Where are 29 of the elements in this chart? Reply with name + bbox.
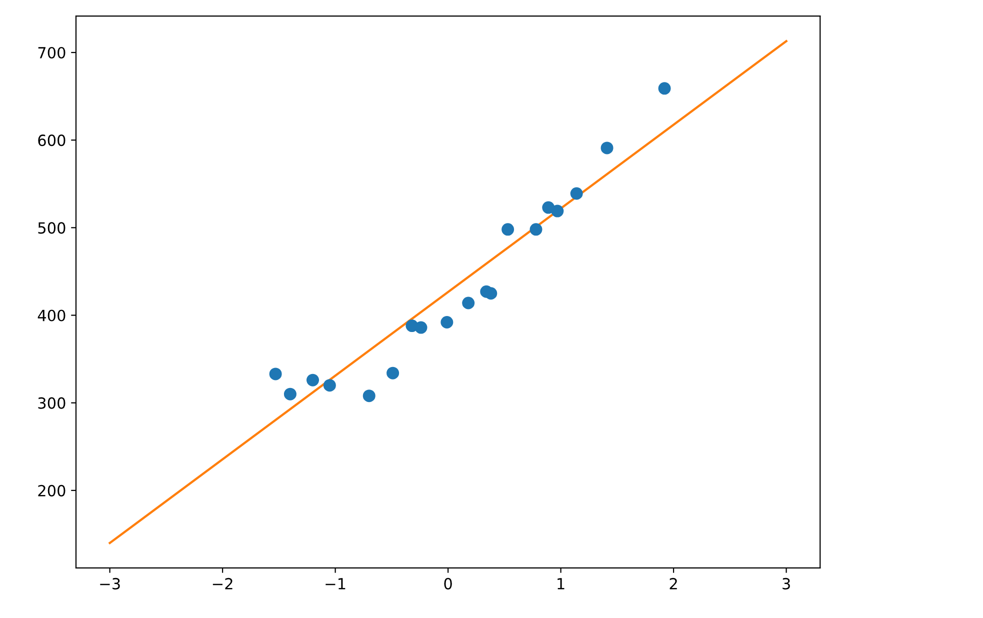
y-tick-label: 200 bbox=[38, 484, 66, 496]
y-tick-label: 700 bbox=[38, 46, 66, 59]
y-tick-label: 300 bbox=[38, 397, 66, 409]
point bbox=[269, 368, 282, 380]
x-tick-label: −2 bbox=[212, 578, 232, 590]
point bbox=[284, 388, 296, 400]
x-tick-label: −1 bbox=[326, 578, 346, 590]
point bbox=[530, 223, 542, 236]
point bbox=[551, 204, 564, 218]
y-tick-label: 600 bbox=[38, 134, 66, 146]
x-tick-label: 2 bbox=[670, 578, 677, 590]
y-tick-label: 400 bbox=[38, 310, 66, 322]
point bbox=[484, 287, 498, 300]
point bbox=[440, 316, 454, 329]
x-tick-label: 3 bbox=[782, 578, 790, 590]
point bbox=[362, 390, 376, 402]
x-tick-label: −3 bbox=[100, 578, 120, 590]
point bbox=[600, 142, 614, 154]
y-tick-label: 500 bbox=[38, 222, 66, 234]
point bbox=[414, 321, 428, 334]
point bbox=[570, 187, 583, 200]
point bbox=[462, 296, 475, 310]
point bbox=[658, 82, 671, 95]
x-tick-label: 0 bbox=[444, 578, 452, 590]
point bbox=[323, 379, 336, 392]
point bbox=[502, 223, 514, 236]
point bbox=[306, 374, 320, 386]
x-tick-label: 1 bbox=[558, 578, 564, 590]
point bbox=[386, 366, 400, 380]
